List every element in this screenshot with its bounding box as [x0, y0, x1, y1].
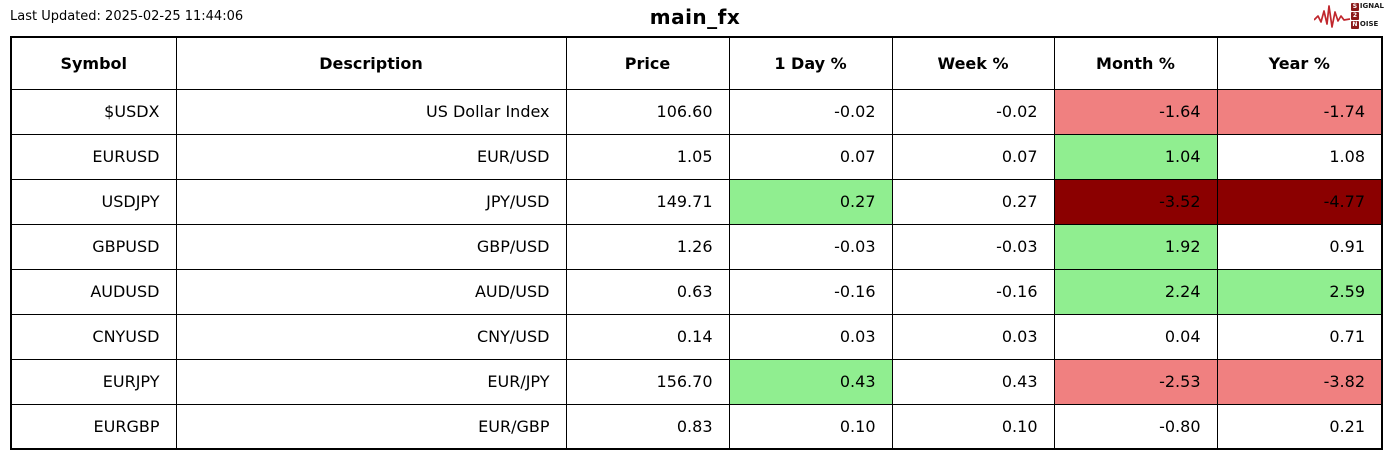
cell-year-pct: 0.91 [1216, 223, 1383, 270]
table-row: EURJPY EUR/JPY 156.70 0.43 0.43 -2.53 -3… [10, 358, 1383, 405]
col-header-week: Week % [891, 36, 1055, 90]
cell-month-pct: -1.64 [1053, 88, 1218, 135]
page-title: main_fx [649, 5, 741, 29]
cell-year-pct: 0.21 [1216, 403, 1383, 450]
logo-rest-signal: IGNAL [1359, 2, 1384, 10]
cell-week-pct: 0.27 [891, 178, 1055, 225]
cell-month-pct: -0.80 [1053, 403, 1218, 450]
logo-line-noise: N OISE [1350, 20, 1384, 29]
cell-year-pct: 1.08 [1216, 133, 1383, 180]
logo-badge-2: 2 [1350, 11, 1359, 20]
cell-symbol: EURJPY [10, 358, 177, 405]
cell-day-pct: 0.43 [728, 358, 893, 405]
cell-month-pct: -2.53 [1053, 358, 1218, 405]
logo-rest-noise: OISE [1359, 20, 1379, 28]
cell-day-pct: 0.07 [728, 133, 893, 180]
col-header-symbol: Symbol [10, 36, 177, 90]
col-header-price: Price [565, 36, 730, 90]
cell-month-pct: 0.04 [1053, 313, 1218, 360]
col-header-1day: 1 Day % [728, 36, 893, 90]
cell-description: US Dollar Index [175, 88, 567, 135]
cell-year-pct: -3.82 [1216, 358, 1383, 405]
table-row: EURGBP EUR/GBP 0.83 0.10 0.10 -0.80 0.21 [10, 403, 1383, 450]
cell-week-pct: 0.03 [891, 313, 1055, 360]
last-updated-label: Last Updated: 2025-02-25 11:44:06 [10, 9, 244, 24]
cell-description: AUD/USD [175, 268, 567, 315]
cell-symbol: $USDX [10, 88, 177, 135]
top-bar: Last Updated: 2025-02-25 11:44:06 main_f… [0, 0, 1390, 36]
cell-month-pct: 2.24 [1053, 268, 1218, 315]
ecg-waveform-icon [1313, 4, 1350, 28]
header-row: Symbol Description Price 1 Day % Week % … [10, 36, 1383, 90]
cell-day-pct: -0.03 [728, 223, 893, 270]
cell-symbol: EURUSD [10, 133, 177, 180]
cell-price: 1.05 [565, 133, 730, 180]
logo-line-2: 2 [1350, 11, 1384, 20]
cell-week-pct: 0.07 [891, 133, 1055, 180]
table-row: USDJPY JPY/USD 149.71 0.27 0.27 -3.52 -4… [10, 178, 1383, 225]
logo-text: S IGNAL 2 N OISE [1350, 2, 1384, 29]
cell-day-pct: -0.16 [728, 268, 893, 315]
cell-price: 156.70 [565, 358, 730, 405]
cell-year-pct: -4.77 [1216, 178, 1383, 225]
table-row: $USDX US Dollar Index 106.60 -0.02 -0.02… [10, 88, 1383, 135]
cell-week-pct: 0.10 [891, 403, 1055, 450]
table-row: CNYUSD CNY/USD 0.14 0.03 0.03 0.04 0.71 [10, 313, 1383, 360]
logo-badge-s: S [1350, 2, 1359, 11]
cell-month-pct: 1.92 [1053, 223, 1218, 270]
cell-symbol: EURGBP [10, 403, 177, 450]
col-header-description: Description [175, 36, 567, 90]
cell-week-pct: -0.03 [891, 223, 1055, 270]
cell-price: 0.14 [565, 313, 730, 360]
cell-price: 0.83 [565, 403, 730, 450]
cell-price: 1.26 [565, 223, 730, 270]
cell-day-pct: 0.27 [728, 178, 893, 225]
cell-week-pct: -0.02 [891, 88, 1055, 135]
cell-symbol: CNYUSD [10, 313, 177, 360]
cell-symbol: GBPUSD [10, 223, 177, 270]
cell-day-pct: 0.10 [728, 403, 893, 450]
cell-description: CNY/USD [175, 313, 567, 360]
cell-price: 0.63 [565, 268, 730, 315]
cell-price: 106.60 [565, 88, 730, 135]
table-row: AUDUSD AUD/USD 0.63 -0.16 -0.16 2.24 2.5… [10, 268, 1383, 315]
cell-symbol: AUDUSD [10, 268, 177, 315]
cell-day-pct: -0.02 [728, 88, 893, 135]
cell-description: JPY/USD [175, 178, 567, 225]
cell-week-pct: -0.16 [891, 268, 1055, 315]
cell-month-pct: 1.04 [1053, 133, 1218, 180]
cell-description: EUR/JPY [175, 358, 567, 405]
cell-description: EUR/GBP [175, 403, 567, 450]
col-header-month: Month % [1053, 36, 1218, 90]
logo-line-signal: S IGNAL [1350, 2, 1384, 11]
cell-price: 149.71 [565, 178, 730, 225]
table-row: EURUSD EUR/USD 1.05 0.07 0.07 1.04 1.08 [10, 133, 1383, 180]
cell-year-pct: 2.59 [1216, 268, 1383, 315]
cell-week-pct: 0.43 [891, 358, 1055, 405]
table-row: GBPUSD GBP/USD 1.26 -0.03 -0.03 1.92 0.9… [10, 223, 1383, 270]
fx-table: Symbol Description Price 1 Day % Week % … [10, 36, 1383, 450]
col-header-year: Year % [1216, 36, 1383, 90]
cell-description: GBP/USD [175, 223, 567, 270]
logo-badge-n: N [1350, 20, 1359, 29]
cell-year-pct: -1.74 [1216, 88, 1383, 135]
cell-description: EUR/USD [175, 133, 567, 180]
cell-month-pct: -3.52 [1053, 178, 1218, 225]
cell-day-pct: 0.03 [728, 313, 893, 360]
signal2noise-logo: S IGNAL 2 N OISE [1313, 2, 1384, 29]
cell-symbol: USDJPY [10, 178, 177, 225]
cell-year-pct: 0.71 [1216, 313, 1383, 360]
table-body: $USDX US Dollar Index 106.60 -0.02 -0.02… [10, 88, 1383, 450]
table-header: Symbol Description Price 1 Day % Week % … [10, 36, 1383, 90]
